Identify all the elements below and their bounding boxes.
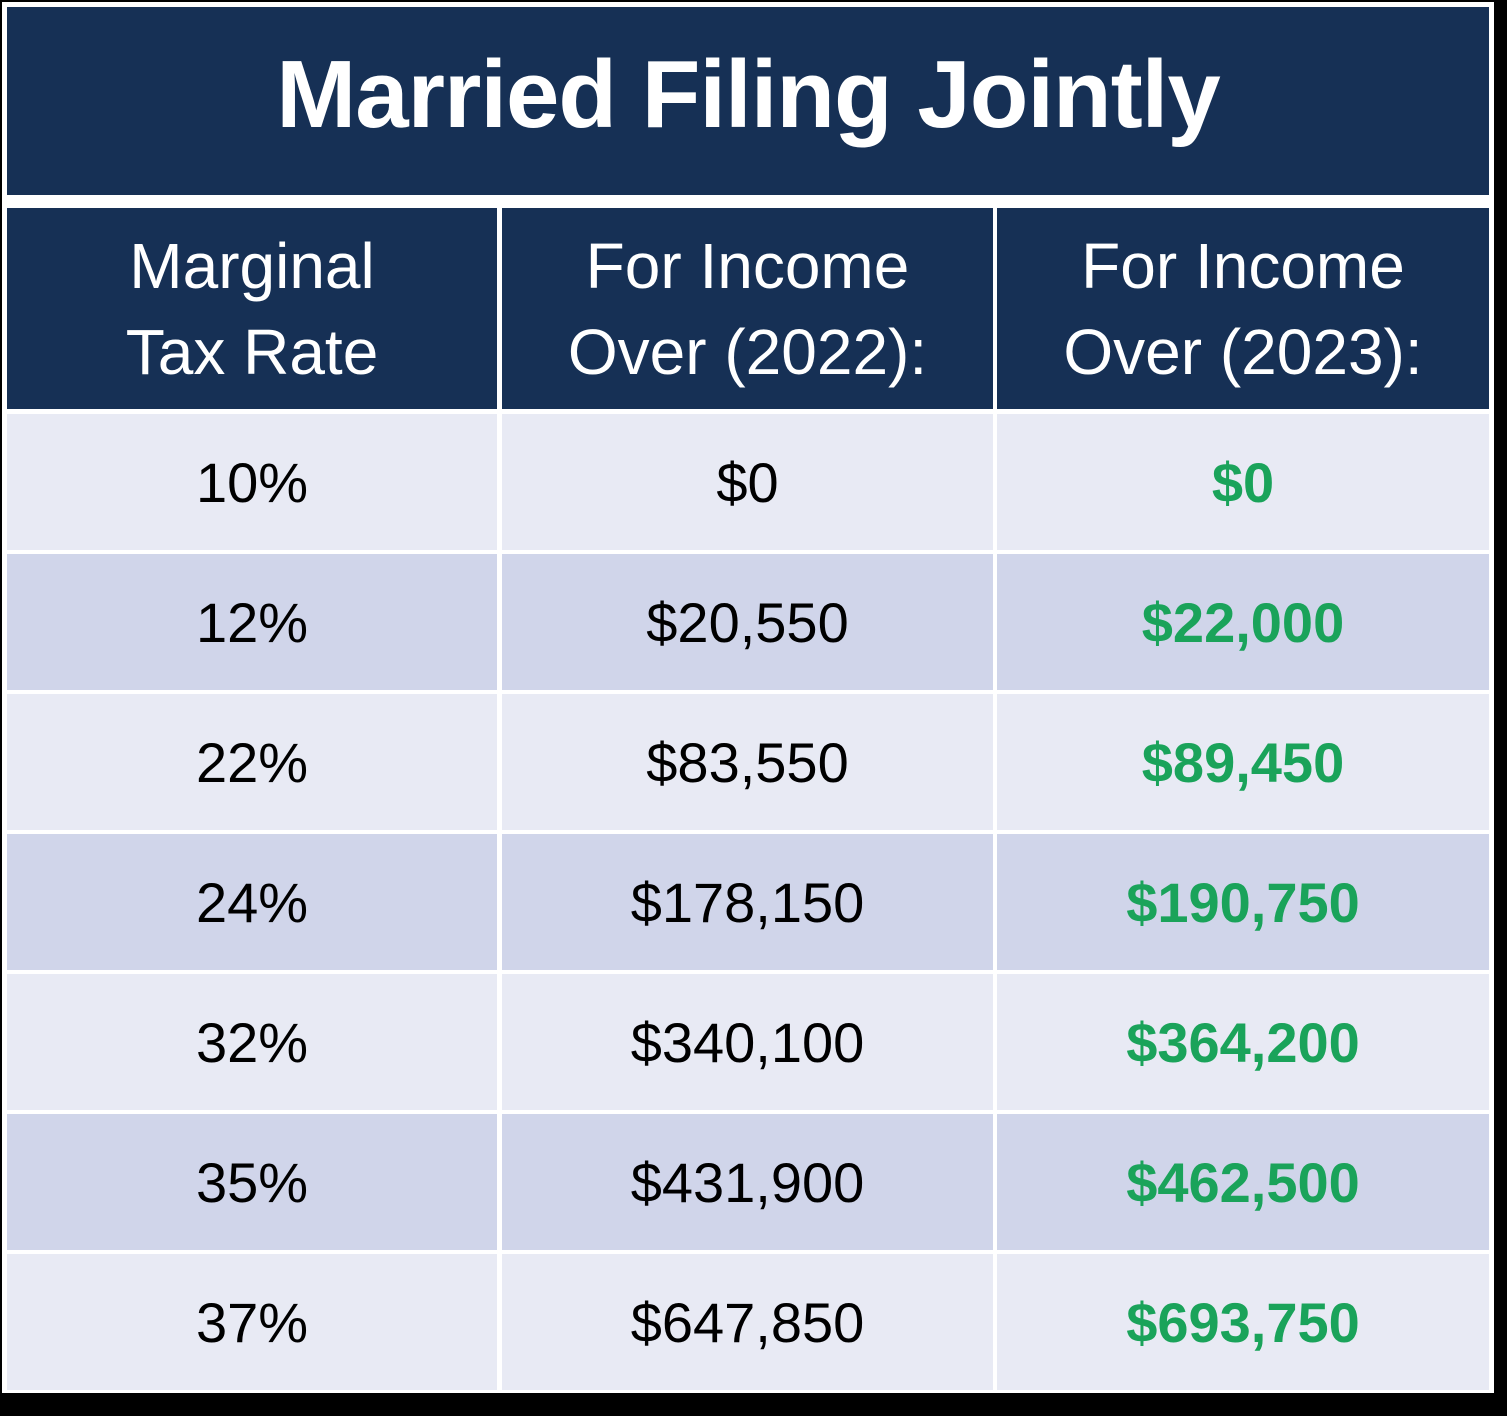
income-2023-cell: $89,450 <box>997 694 1489 830</box>
header-line: Marginal <box>129 229 375 302</box>
rate-cell: 32% <box>7 974 497 1110</box>
income-2022-cell: $647,850 <box>502 1254 993 1390</box>
income-2022-cell: $178,150 <box>502 834 993 970</box>
income-2022-cell: $0 <box>502 414 993 550</box>
header-line: For Income <box>585 229 910 302</box>
header-line: For Income <box>1081 229 1405 302</box>
header-line: Over (2023): <box>1063 315 1423 388</box>
table-row: 10% $0 $0 <box>7 414 1489 550</box>
header-income-over-2023: For Income Over (2023): <box>997 208 1489 409</box>
table-row: 22% $83,550 $89,450 <box>7 694 1489 830</box>
table-row: 37% $647,850 $693,750 <box>7 1254 1489 1390</box>
title-banner: Married Filing Jointly <box>7 7 1489 195</box>
income-2022-cell: $431,900 <box>502 1114 993 1250</box>
table-header-row: Marginal Tax Rate For Income Over (2022)… <box>7 208 1489 409</box>
income-2023-cell: $364,200 <box>997 974 1489 1110</box>
rate-cell: 12% <box>7 554 497 690</box>
header-income-over-2022: For Income Over (2022): <box>502 208 993 409</box>
table-row: 12% $20,550 $22,000 <box>7 554 1489 690</box>
rate-cell: 35% <box>7 1114 497 1250</box>
income-2023-cell: $0 <box>997 414 1489 550</box>
income-2022-cell: $340,100 <box>502 974 993 1110</box>
table-row: 24% $178,150 $190,750 <box>7 834 1489 970</box>
tax-bracket-card: Married Filing Jointly Marginal Tax Rate… <box>2 2 1494 1393</box>
page-title: Married Filing Jointly <box>276 41 1220 148</box>
header-marginal-tax-rate: Marginal Tax Rate <box>7 208 497 409</box>
income-2023-cell: $693,750 <box>997 1254 1489 1390</box>
table-row: 32% $340,100 $364,200 <box>7 974 1489 1110</box>
rate-cell: 10% <box>7 414 497 550</box>
income-2022-cell: $83,550 <box>502 694 993 830</box>
header-line: Over (2022): <box>567 315 928 388</box>
income-2022-cell: $20,550 <box>502 554 993 690</box>
rate-cell: 22% <box>7 694 497 830</box>
income-2023-cell: $190,750 <box>997 834 1489 970</box>
rate-cell: 37% <box>7 1254 497 1390</box>
income-2023-cell: $462,500 <box>997 1114 1489 1250</box>
income-2023-cell: $22,000 <box>997 554 1489 690</box>
header-line: Tax Rate <box>125 315 379 388</box>
table-row: 35% $431,900 $462,500 <box>7 1114 1489 1250</box>
rate-cell: 24% <box>7 834 497 970</box>
